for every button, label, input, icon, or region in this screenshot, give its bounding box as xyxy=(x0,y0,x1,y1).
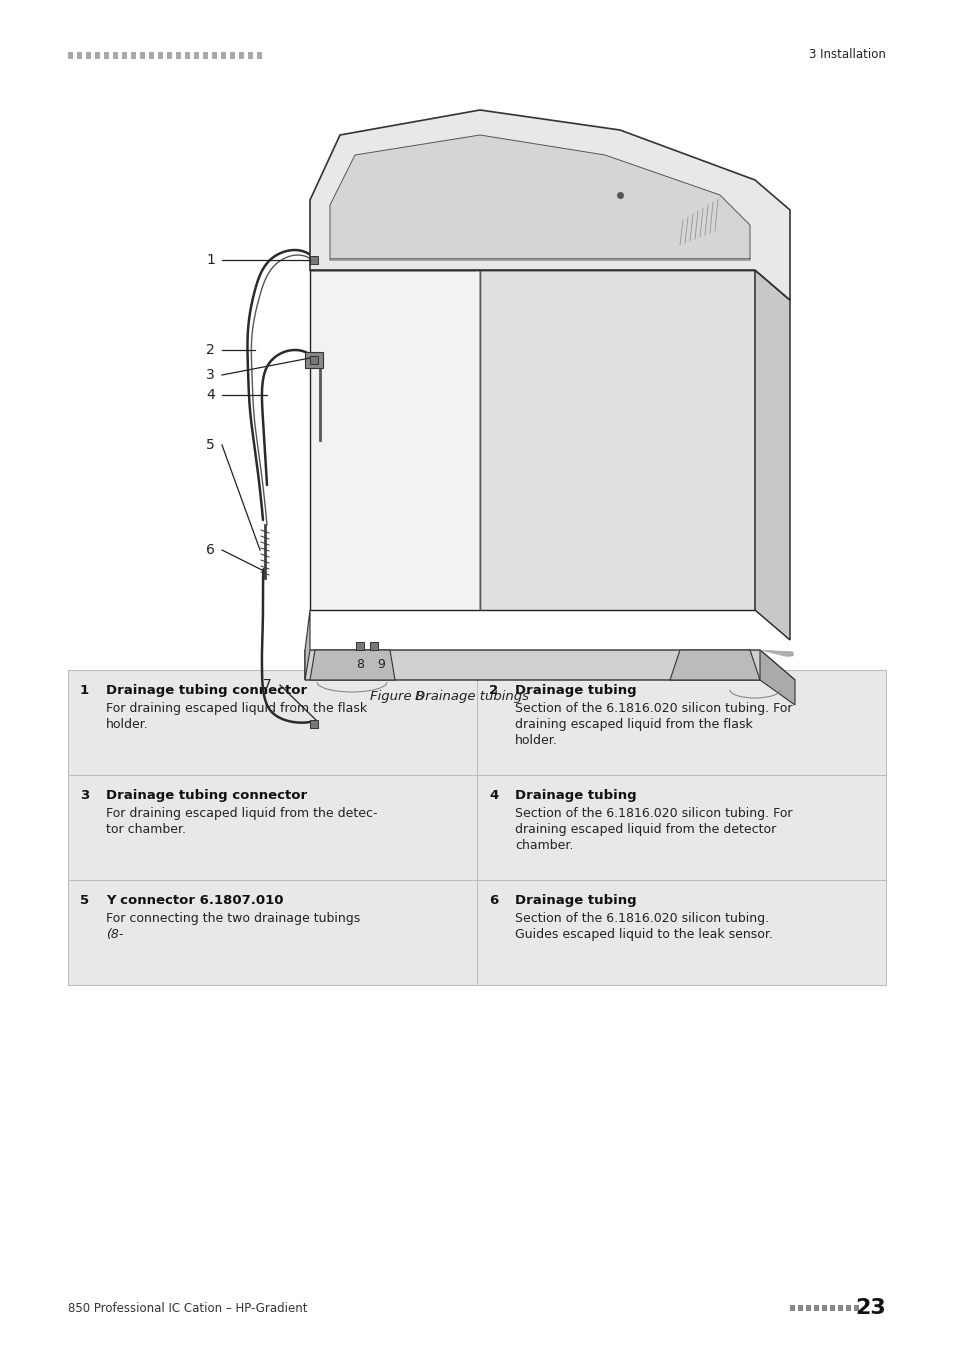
Polygon shape xyxy=(330,135,749,261)
Polygon shape xyxy=(310,270,789,300)
Polygon shape xyxy=(310,270,479,610)
Text: Drainage tubing: Drainage tubing xyxy=(515,788,636,802)
Text: 3: 3 xyxy=(80,788,90,802)
Bar xyxy=(829,1305,834,1311)
Text: 4: 4 xyxy=(206,387,214,402)
Polygon shape xyxy=(310,109,789,300)
Bar xyxy=(185,53,190,59)
Bar xyxy=(476,775,885,880)
Bar xyxy=(167,53,172,59)
Bar xyxy=(68,53,73,59)
Polygon shape xyxy=(310,649,395,680)
Bar xyxy=(797,1305,802,1311)
Text: 1: 1 xyxy=(206,252,214,267)
Polygon shape xyxy=(760,649,794,705)
Text: 9: 9 xyxy=(376,657,384,671)
Bar xyxy=(310,720,317,728)
Bar xyxy=(158,53,163,59)
Bar xyxy=(68,775,476,880)
Polygon shape xyxy=(310,255,475,270)
Text: 6: 6 xyxy=(489,894,497,907)
Bar xyxy=(476,670,885,775)
Bar xyxy=(230,53,234,59)
Bar xyxy=(175,53,181,59)
Text: draining escaped liquid from the detector: draining escaped liquid from the detecto… xyxy=(515,824,776,836)
Bar xyxy=(122,53,127,59)
Text: 23: 23 xyxy=(854,1297,885,1318)
Text: For draining escaped liquid from the detec-: For draining escaped liquid from the det… xyxy=(106,807,377,819)
Text: 3: 3 xyxy=(206,369,214,382)
Bar xyxy=(310,356,317,365)
Polygon shape xyxy=(305,649,794,680)
Bar xyxy=(853,1305,858,1311)
Polygon shape xyxy=(305,610,310,680)
Text: 850 Professional IC Cation – HP-Gradient: 850 Professional IC Cation – HP-Gradient xyxy=(68,1301,307,1315)
Text: Drainage tubing: Drainage tubing xyxy=(515,894,636,907)
Text: 5: 5 xyxy=(80,894,89,907)
Bar xyxy=(77,53,82,59)
Text: 6: 6 xyxy=(206,543,214,558)
Text: 8: 8 xyxy=(355,657,364,671)
Bar xyxy=(310,256,317,265)
Text: For connecting the two drainage tubings: For connecting the two drainage tubings xyxy=(106,913,360,925)
Text: holder.: holder. xyxy=(515,734,558,747)
Text: Drainage tubing: Drainage tubing xyxy=(515,684,636,697)
Text: Drainage tubing connector: Drainage tubing connector xyxy=(106,788,307,802)
Bar xyxy=(789,1305,794,1311)
Bar xyxy=(68,670,476,775)
Text: Figure 8: Figure 8 xyxy=(370,690,424,703)
Polygon shape xyxy=(479,270,754,610)
Bar xyxy=(821,1305,826,1311)
Text: Section of the 6.1816.020 silicon tubing.: Section of the 6.1816.020 silicon tubing… xyxy=(515,913,768,925)
Bar xyxy=(248,53,253,59)
Bar xyxy=(193,53,199,59)
Text: tor chamber.: tor chamber. xyxy=(106,824,186,836)
Bar xyxy=(805,1305,810,1311)
Text: 2: 2 xyxy=(206,343,214,356)
Text: holder.: holder. xyxy=(106,718,149,730)
Text: chamber.: chamber. xyxy=(515,838,573,852)
Text: Section of the 6.1816.020 silicon tubing. For: Section of the 6.1816.020 silicon tubing… xyxy=(515,807,792,819)
Bar xyxy=(149,53,153,59)
Text: draining escaped liquid from the flask: draining escaped liquid from the flask xyxy=(515,718,752,730)
Text: Drainage tubings: Drainage tubings xyxy=(415,690,529,703)
Bar xyxy=(256,53,262,59)
Bar xyxy=(68,880,476,986)
Bar xyxy=(355,643,364,649)
Bar xyxy=(140,53,145,59)
Text: 4: 4 xyxy=(489,788,497,802)
Text: (8‑: (8‑ xyxy=(106,927,123,941)
Bar xyxy=(845,1305,850,1311)
Bar xyxy=(221,53,226,59)
Bar xyxy=(112,53,118,59)
Text: Section of the 6.1816.020 silicon tubing. For: Section of the 6.1816.020 silicon tubing… xyxy=(515,702,792,716)
Polygon shape xyxy=(669,649,760,680)
Bar xyxy=(131,53,136,59)
Bar xyxy=(813,1305,818,1311)
Bar xyxy=(86,53,91,59)
Text: 7: 7 xyxy=(263,678,272,693)
Polygon shape xyxy=(754,270,789,640)
Text: 3 Installation: 3 Installation xyxy=(808,49,885,62)
Text: 5: 5 xyxy=(206,437,214,452)
Bar xyxy=(239,53,244,59)
Bar xyxy=(370,643,377,649)
Bar xyxy=(305,352,323,369)
Text: Drainage tubing connector: Drainage tubing connector xyxy=(106,684,307,697)
Bar xyxy=(203,53,208,59)
Bar xyxy=(95,53,100,59)
Text: Y connector 6.1807.010: Y connector 6.1807.010 xyxy=(106,894,283,907)
Bar xyxy=(837,1305,842,1311)
Text: 2: 2 xyxy=(489,684,497,697)
Bar xyxy=(104,53,109,59)
Polygon shape xyxy=(310,255,754,270)
Text: 1: 1 xyxy=(80,684,89,697)
Text: Guides escaped liquid to the leak sensor.: Guides escaped liquid to the leak sensor… xyxy=(515,927,772,941)
Bar xyxy=(212,53,216,59)
Text: For draining escaped liquid from the flask: For draining escaped liquid from the fla… xyxy=(106,702,367,716)
Bar xyxy=(476,880,885,986)
